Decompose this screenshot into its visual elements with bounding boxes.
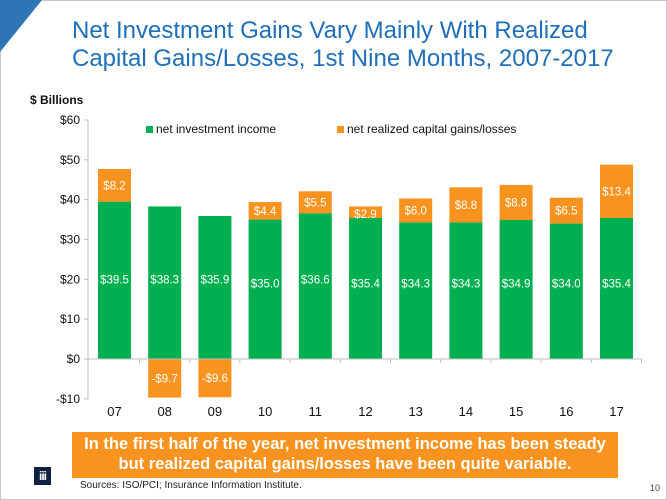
x-tick-label: 13	[408, 404, 422, 419]
bar-capital-gains	[349, 206, 382, 218]
bar-net-investment-income	[449, 222, 483, 359]
bar-capital-gains	[449, 187, 483, 223]
bar-net-investment-income	[148, 206, 182, 359]
data-label-income: $35.9	[201, 274, 230, 286]
callout-box: In the first half of the year, net inves…	[72, 432, 618, 478]
bars: $39.5 $8.2 $38.3 -$9.7 $35.9 -$9.6 $35.0 $4.4 $3…	[98, 164, 633, 398]
x-tick-label: 12	[358, 404, 372, 419]
bar-net-investment-income	[198, 215, 232, 359]
data-label-capital-gains: $5.5	[304, 197, 326, 209]
y-tick-label: $20	[60, 272, 80, 286]
legend-swatch	[337, 126, 344, 133]
iii-logo: iii	[34, 467, 51, 485]
data-label-income: $34.0	[552, 278, 581, 290]
data-label-capital-losses: -$9.7	[152, 373, 178, 385]
bar-net-investment-income	[600, 217, 633, 359]
data-label-income: $38.3	[150, 274, 179, 286]
data-label-capital-losses: -$9.6	[202, 373, 228, 385]
bar-capital-gains	[600, 164, 633, 218]
bar-capital-gains	[298, 191, 332, 214]
y-tick-label: $30	[60, 233, 80, 247]
x-tick-label: 15	[509, 404, 523, 419]
x-tick-label: 16	[559, 404, 573, 419]
data-label-capital-gains: $2.9	[354, 209, 376, 221]
y-tick-label: $60	[60, 113, 80, 127]
legend-label: net realized capital gains/losses	[347, 122, 516, 136]
corner-accent	[0, 0, 42, 52]
data-label-income: $36.6	[301, 274, 330, 286]
data-label-capital-gains: $8.2	[103, 180, 125, 192]
data-label-capital-gains: $13.4	[602, 186, 631, 198]
bar-capital-losses	[198, 359, 232, 398]
x-tick-label: 09	[208, 404, 222, 419]
stacked-bar-chart: $ Billions -$10 $0 $10 $20 $30 $40 $50 $60 $39.…	[30, 93, 642, 419]
y-axis-label: $ Billions	[30, 93, 84, 107]
x-tick-label: 17	[609, 404, 623, 419]
y-tick-label: $0	[67, 352, 81, 366]
x-tick-label: 11	[309, 404, 323, 419]
bar-net-investment-income	[248, 219, 282, 359]
x-tick-label: 08	[157, 404, 171, 419]
data-label-capital-gains: $4.4	[254, 206, 277, 218]
legend-label: net investment income	[156, 122, 276, 136]
data-label-income: $34.3	[452, 278, 481, 290]
bar-net-investment-income	[399, 222, 433, 359]
bar-capital-gains	[248, 202, 282, 220]
y-tick-label: -$10	[56, 392, 80, 406]
y-tick-label: $10	[60, 312, 80, 326]
bar-net-investment-income	[298, 213, 332, 359]
bar-net-investment-income	[98, 201, 131, 359]
data-label-income: $34.9	[502, 278, 531, 290]
x-tick-label: 14	[459, 404, 473, 419]
data-label-capital-gains: $8.8	[505, 197, 527, 209]
bar-capital-gains	[98, 168, 131, 202]
data-label-income: $35.4	[602, 278, 631, 290]
y-axis: -$10 $0 $10 $20 $30 $40 $50 $60	[56, 113, 89, 406]
data-label-income: $39.5	[100, 274, 129, 286]
legend-swatch	[146, 126, 153, 133]
legend: net investment income net realized capita…	[146, 122, 516, 136]
data-label-capital-gains: $6.0	[405, 205, 427, 217]
slide-title: Net Investment Gains Vary Mainly With Re…	[72, 17, 614, 72]
x-tick-label: 07	[107, 404, 121, 419]
bar-capital-losses	[148, 359, 182, 398]
bar-net-investment-income	[349, 217, 382, 359]
data-label-capital-gains: $8.8	[455, 200, 477, 212]
y-tick-label: $50	[60, 153, 80, 167]
bar-net-investment-income	[549, 223, 583, 359]
x-axis: 07 08 09 10 11 12 13 14 15 16 17	[88, 358, 642, 419]
bar-capital-gains	[549, 197, 583, 224]
data-label-income: $35.0	[251, 278, 280, 290]
data-label-income: $34.3	[401, 278, 430, 290]
y-tick-label: $40	[60, 193, 80, 207]
bar-capital-gains	[499, 184, 533, 220]
bar-net-investment-income	[499, 219, 533, 359]
page-number: 10	[650, 483, 661, 493]
x-tick-label: 10	[258, 404, 272, 419]
data-label-income: $35.4	[351, 278, 380, 290]
source-note: Sources: ISO/PCI; Insurance Information …	[80, 480, 302, 491]
data-label-capital-gains: $6.5	[555, 206, 577, 218]
bar-capital-gains	[399, 198, 433, 223]
